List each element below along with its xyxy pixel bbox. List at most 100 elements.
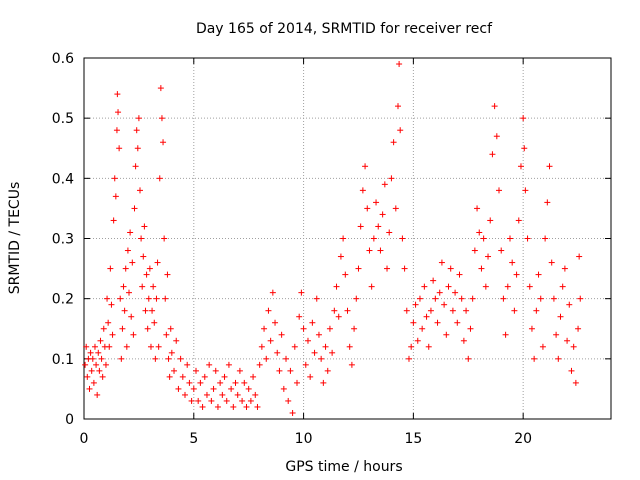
data-point [485, 253, 492, 260]
data-point [88, 367, 95, 374]
data-point [203, 391, 210, 398]
data-point [557, 313, 564, 320]
data-point [84, 373, 91, 380]
data-point [188, 397, 195, 404]
data-point [285, 397, 292, 404]
data-point [182, 391, 189, 398]
data-point [287, 367, 294, 374]
data-point [263, 355, 270, 362]
data-point [517, 163, 524, 170]
data-point [167, 325, 174, 332]
data-point [247, 397, 254, 404]
data-point [397, 127, 404, 134]
x-tick-label: 0 [80, 431, 89, 447]
data-point [93, 361, 100, 368]
data-point [296, 313, 303, 320]
data-point [192, 367, 199, 374]
data-point [359, 187, 366, 194]
data-point [566, 301, 573, 308]
data-point [577, 295, 584, 302]
data-point [201, 373, 208, 380]
data-point [217, 379, 224, 386]
data-point [572, 379, 579, 386]
x-tick-label: 5 [189, 431, 198, 447]
data-point [104, 295, 111, 302]
data-point [239, 397, 246, 404]
chart-title: Day 165 of 2014, SRMTID for receiver rec… [196, 21, 493, 37]
data-point [553, 331, 560, 338]
data-point [210, 385, 217, 392]
data-point [105, 319, 112, 326]
data-point [493, 133, 500, 140]
data-point [396, 61, 403, 68]
data-point [300, 325, 307, 332]
data-point [331, 307, 338, 314]
data-point [430, 277, 437, 284]
data-point [388, 175, 395, 182]
data-point [283, 355, 290, 362]
data-point [208, 397, 215, 404]
data-point [489, 151, 496, 158]
data-point [500, 295, 507, 302]
data-point [228, 385, 235, 392]
data-point [456, 271, 463, 278]
data-point [432, 295, 439, 302]
data-point [219, 391, 226, 398]
data-point [311, 349, 318, 356]
y-tick-label: 0.2 [52, 292, 74, 308]
data-point [166, 373, 173, 380]
data-point [544, 199, 551, 206]
data-point [463, 307, 470, 314]
data-point [458, 295, 465, 302]
data-point [123, 343, 130, 350]
data-point [269, 289, 276, 296]
data-point [236, 367, 243, 374]
data-point [134, 145, 141, 152]
data-point [384, 265, 391, 272]
data-point [121, 307, 128, 314]
data-point [535, 271, 542, 278]
data-point [272, 319, 279, 326]
data-point [496, 187, 503, 194]
data-point [115, 109, 122, 116]
data-point [120, 283, 127, 290]
data-point [419, 325, 426, 332]
data-point [175, 385, 182, 392]
x-tick-label: 20 [514, 431, 532, 447]
data-point [526, 283, 533, 290]
data-point [351, 325, 358, 332]
data-point [452, 289, 459, 296]
data-point [94, 391, 101, 398]
data-point [154, 259, 161, 266]
y-axis-label: SRMTID / TECUs [7, 182, 23, 295]
data-point [87, 349, 94, 356]
data-point [83, 343, 90, 350]
data-point [96, 367, 103, 374]
data-point [304, 337, 311, 344]
data-point [225, 361, 232, 368]
data-point [315, 331, 322, 338]
data-point [95, 349, 102, 356]
data-point [186, 379, 193, 386]
data-point [140, 253, 147, 260]
data-point [199, 403, 206, 410]
y-tick-label: 0.6 [52, 51, 74, 67]
y-tick-label: 0.3 [52, 232, 74, 248]
data-point [410, 319, 417, 326]
data-point [423, 313, 430, 320]
data-point [135, 115, 142, 122]
data-point [132, 163, 139, 170]
data-point [326, 325, 333, 332]
data-point [313, 295, 320, 302]
data-point [131, 205, 138, 212]
data-point [250, 373, 257, 380]
data-point [232, 379, 239, 386]
data-point [381, 181, 388, 188]
data-point [280, 385, 287, 392]
data-point [546, 163, 553, 170]
y-tick-label: 0.1 [52, 352, 74, 368]
data-point [152, 355, 159, 362]
axis-ticks: 0 5 10 15 20 0 0.1 0.2 0.3 0.4 0.5 0.6 [52, 51, 611, 447]
data-point [476, 229, 483, 236]
